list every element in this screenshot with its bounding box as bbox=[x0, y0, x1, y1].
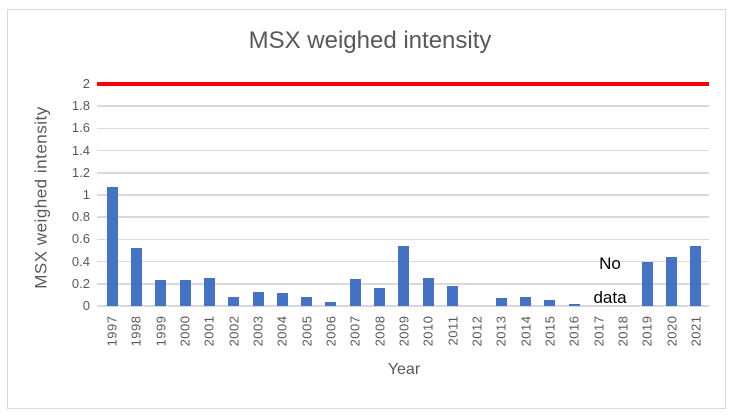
bar-2001 bbox=[203, 278, 215, 306]
bar-2014 bbox=[519, 297, 531, 306]
x-tick-label-2008: 2008 bbox=[372, 315, 388, 347]
gridline bbox=[97, 127, 709, 130]
gridline bbox=[97, 305, 709, 307]
y-tick-label-1.2: 1.2 bbox=[71, 164, 90, 180]
x-tick-label-2001: 2001 bbox=[201, 315, 217, 347]
bar-slot-2000 bbox=[173, 84, 197, 306]
x-tick-label-2010: 2010 bbox=[420, 315, 436, 347]
y-tick-label-2: 2 bbox=[82, 76, 90, 91]
bar-2003 bbox=[252, 291, 264, 306]
y-tick-label-1: 1 bbox=[82, 187, 90, 202]
x-tick-label-1998: 1998 bbox=[128, 315, 144, 347]
bar-slot-2016 bbox=[562, 84, 586, 306]
bar-slot-2011 bbox=[440, 84, 464, 306]
bar-2004 bbox=[276, 292, 288, 306]
x-tick-label-2018: 2018 bbox=[615, 315, 631, 347]
bar-2005 bbox=[301, 297, 313, 306]
bar-slot-2001 bbox=[197, 84, 221, 306]
x-tick-label-2009: 2009 bbox=[396, 315, 412, 347]
y-tick-label-1.8: 1.8 bbox=[71, 98, 90, 114]
x-tick-label-2013: 2013 bbox=[493, 315, 509, 347]
x-tick-label-2005: 2005 bbox=[299, 315, 315, 347]
no-data-line: No bbox=[599, 254, 621, 273]
bar-slot-2002 bbox=[222, 84, 246, 306]
x-axis-title: Year bbox=[387, 361, 421, 378]
x-tick-label-2011: 2011 bbox=[445, 315, 461, 346]
no-data-line: data bbox=[593, 288, 627, 307]
reference-line bbox=[97, 82, 709, 86]
y-tick-label-0.6: 0.6 bbox=[71, 231, 90, 247]
bar-2008 bbox=[374, 288, 386, 306]
bar-slot-2005 bbox=[295, 84, 319, 306]
bar-slot-2008 bbox=[367, 84, 391, 306]
bar-2016 bbox=[568, 303, 580, 306]
x-tick-label-2017: 2017 bbox=[591, 315, 607, 347]
x-tick-label-2019: 2019 bbox=[639, 315, 655, 347]
bar-slot-2004 bbox=[270, 84, 294, 306]
bar-2015 bbox=[544, 300, 556, 306]
x-tick-label-2015: 2015 bbox=[542, 315, 558, 347]
bar-2002 bbox=[228, 297, 240, 306]
bar-1997 bbox=[106, 187, 118, 306]
bar-2020 bbox=[665, 257, 677, 306]
bar-slot-2012 bbox=[465, 84, 489, 306]
bars-layer bbox=[100, 84, 708, 306]
y-tick-label-0: 0 bbox=[82, 298, 90, 313]
bar-2000 bbox=[179, 280, 191, 306]
bar-2006 bbox=[325, 301, 337, 306]
bar-2009 bbox=[398, 246, 410, 306]
bar-slot-2014 bbox=[513, 84, 537, 306]
x-tick-label-2016: 2016 bbox=[566, 315, 582, 347]
bar-slot-2015 bbox=[538, 84, 562, 306]
bar-1999 bbox=[155, 280, 167, 306]
bar-slot-1999 bbox=[149, 84, 173, 306]
bar-2011 bbox=[447, 286, 459, 306]
y-tick-label-1.4: 1.4 bbox=[71, 142, 90, 158]
y-tick-label-0.8: 0.8 bbox=[71, 209, 90, 225]
bar-slot-2010 bbox=[416, 84, 440, 306]
chart-frame bbox=[7, 9, 726, 409]
x-tick-label-2003: 2003 bbox=[250, 315, 266, 347]
x-tick-label-1999: 1999 bbox=[153, 315, 169, 347]
x-tick-label-2000: 2000 bbox=[177, 315, 193, 347]
bar-slot-2007 bbox=[343, 84, 367, 306]
bar-1998 bbox=[130, 248, 142, 306]
bar-slot-2013 bbox=[489, 84, 513, 306]
gridline bbox=[97, 105, 709, 107]
x-tick-label-1997: 1997 bbox=[104, 315, 120, 347]
bar-slot-2019 bbox=[635, 84, 659, 306]
no-data-annotation: No data bbox=[584, 247, 636, 315]
bar-2019 bbox=[641, 261, 653, 306]
x-tick-label-2004: 2004 bbox=[274, 315, 290, 347]
gridline bbox=[97, 238, 709, 241]
bar-slot-2020 bbox=[659, 84, 683, 306]
gridline bbox=[97, 216, 709, 218]
gridline bbox=[97, 194, 709, 196]
bar-slot-2006 bbox=[319, 84, 343, 306]
bar-slot-1998 bbox=[124, 84, 148, 306]
y-tick-label-0.4: 0.4 bbox=[71, 253, 90, 269]
gridline bbox=[97, 172, 709, 174]
bar-slot-2021 bbox=[684, 84, 708, 306]
bar-slot-2003 bbox=[246, 84, 270, 306]
x-tick-label-2006: 2006 bbox=[323, 315, 339, 347]
bar-slot-2009 bbox=[392, 84, 416, 306]
bar-2013 bbox=[495, 298, 507, 306]
plot-area bbox=[97, 83, 709, 307]
x-tick-label-2020: 2020 bbox=[664, 315, 680, 347]
y-tick-label-0.2: 0.2 bbox=[71, 275, 90, 291]
chart-title: MSX weighed intensity bbox=[248, 27, 492, 54]
bar-2007 bbox=[349, 279, 361, 306]
bar-slot-1997 bbox=[100, 84, 124, 306]
y-tick-label-1.6: 1.6 bbox=[71, 120, 90, 136]
x-tick-label-2021: 2021 bbox=[688, 315, 704, 347]
gridline bbox=[97, 149, 709, 152]
x-tick-label-2002: 2002 bbox=[226, 315, 242, 347]
x-tick-label-2007: 2007 bbox=[347, 315, 363, 347]
x-tick-label-2012: 2012 bbox=[469, 315, 485, 347]
bar-2010 bbox=[422, 278, 434, 306]
x-tick-label-2014: 2014 bbox=[518, 315, 534, 347]
bar-2021 bbox=[690, 246, 702, 306]
